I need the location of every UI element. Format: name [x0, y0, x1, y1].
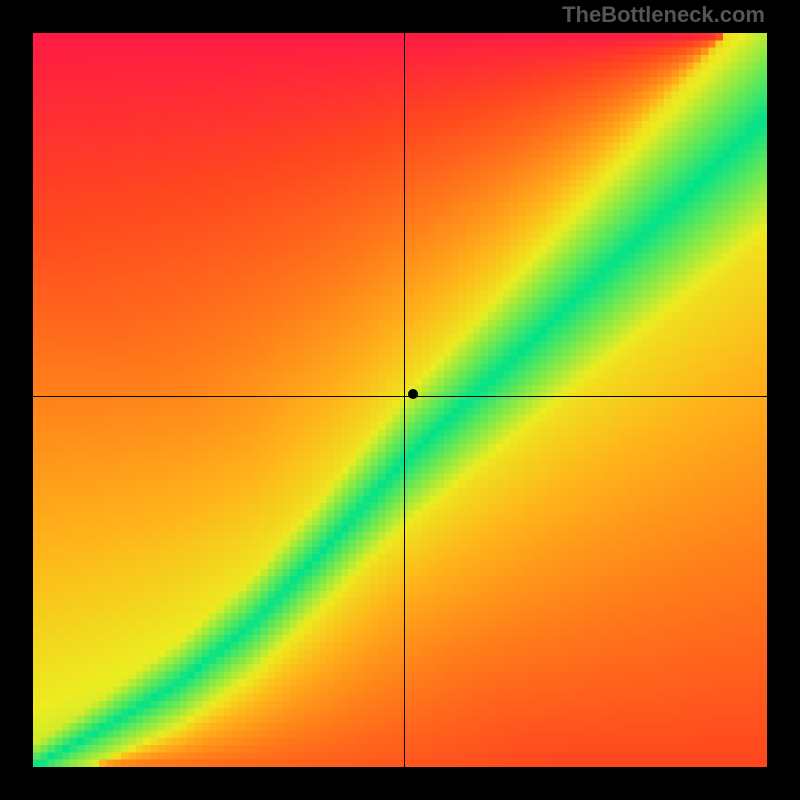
- crosshair-vertical: [404, 33, 405, 767]
- selected-point-marker: [408, 389, 418, 399]
- watermark-text: TheBottleneck.com: [562, 2, 765, 28]
- crosshair-horizontal: [33, 396, 767, 397]
- bottleneck-heatmap: [33, 33, 767, 767]
- heatmap-canvas: [33, 33, 767, 767]
